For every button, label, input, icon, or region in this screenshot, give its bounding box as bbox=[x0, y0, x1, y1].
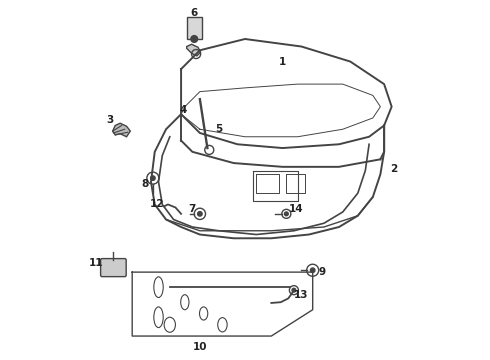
Text: 2: 2 bbox=[390, 164, 397, 174]
Text: 3: 3 bbox=[106, 115, 113, 125]
Text: 6: 6 bbox=[191, 8, 198, 18]
Text: 4: 4 bbox=[179, 105, 187, 116]
Text: 12: 12 bbox=[149, 199, 164, 209]
Text: 7: 7 bbox=[189, 204, 196, 214]
Text: 14: 14 bbox=[289, 204, 303, 214]
Text: 11: 11 bbox=[89, 258, 104, 268]
Text: 8: 8 bbox=[142, 179, 149, 189]
Circle shape bbox=[197, 212, 202, 216]
Circle shape bbox=[285, 212, 288, 216]
Polygon shape bbox=[113, 123, 130, 137]
Text: 13: 13 bbox=[294, 291, 309, 301]
Text: 1: 1 bbox=[279, 57, 286, 67]
FancyBboxPatch shape bbox=[187, 17, 202, 39]
Text: 10: 10 bbox=[193, 342, 207, 352]
Text: 9: 9 bbox=[318, 267, 326, 277]
FancyBboxPatch shape bbox=[100, 258, 126, 276]
Polygon shape bbox=[187, 44, 200, 56]
Circle shape bbox=[150, 176, 155, 180]
Text: 5: 5 bbox=[215, 124, 222, 134]
Circle shape bbox=[311, 268, 315, 273]
Circle shape bbox=[191, 36, 197, 42]
Circle shape bbox=[292, 288, 296, 292]
